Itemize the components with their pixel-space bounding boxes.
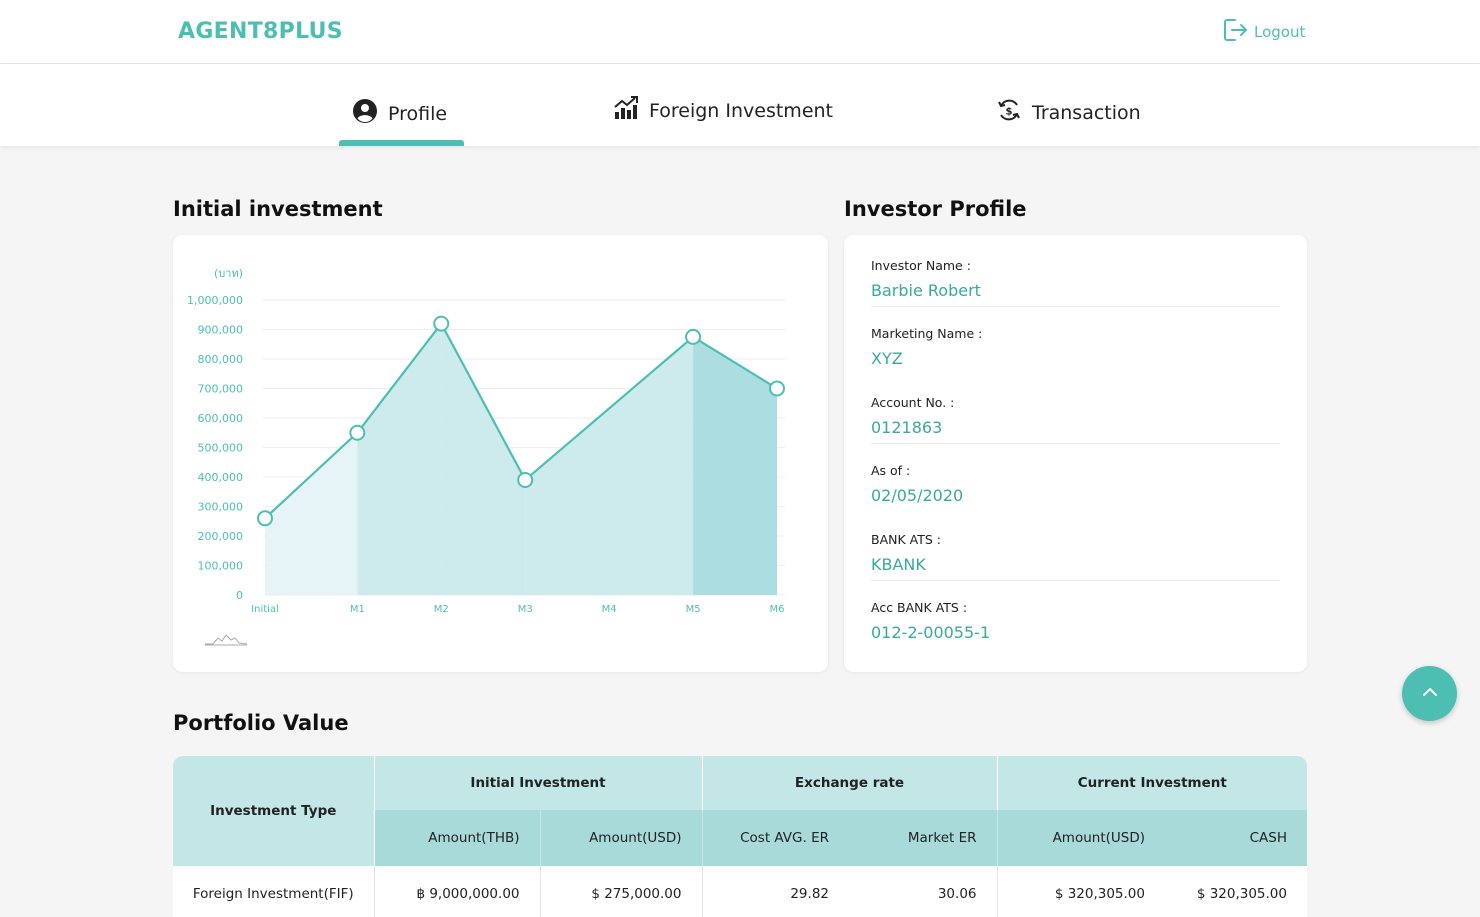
group-header-initial-investment: Initial Investment [373,756,702,810]
y-tick-label: 900,000 [198,324,244,337]
main-tabs: Profile Foreign Investment $ Transaction [0,64,1480,146]
x-tick-label: M5 [686,604,701,615]
column-header-amount-usd: Amount(USD) [539,810,702,866]
cell-cost-avg-er: 29.82 [701,866,849,917]
tab-label: Profile [388,102,448,125]
growth-chart-icon [613,95,639,126]
initial-investment-title: Initial investment [173,197,383,221]
logout-label: Logout [1254,23,1306,41]
field-label: Acc BANK ATS : [871,600,968,615]
tab-transaction[interactable]: $ Transaction [996,97,1141,128]
data-point[interactable] [769,380,785,397]
group-header-current-investment: Current Investment [996,756,1307,810]
profile-field-marketing-name: Marketing Name : XYZ [871,326,1280,374]
brand-logo[interactable]: AGENT8PLUS [178,19,343,44]
field-label: As of : [871,463,911,478]
x-tick-label: M4 [602,604,617,615]
profile-field-acc-bank-ats: Acc BANK ATS : 012-2-00055-1 [871,600,1280,648]
user-circle-icon [352,98,378,129]
field-value: 02/05/2020 [871,486,964,505]
logout-button[interactable]: Logout [1222,17,1305,47]
table-row: Foreign Investment(FIF) ฿ 9,000,000.00 $… [173,866,1307,917]
x-tick-label: Initial [251,604,279,615]
profile-field-account-no: Account No. : 0121863 [871,395,1280,444]
group-header-exchange-rate: Exchange rate [701,756,997,810]
cell-initial-amount-usd: $ 275,000.00 [539,866,702,917]
field-value: 0121863 [871,418,1280,444]
y-tick-label: 400,000 [198,471,244,484]
cell-cash: $ 320,305.00 [1196,886,1287,902]
x-tick-label: M3 [518,604,533,615]
cell-initial-amount-thb: ฿ 9,000,000.00 [373,866,540,917]
scroll-to-top-button[interactable] [1402,666,1457,721]
area-band [265,432,358,595]
y-tick-label: 300,000 [198,501,244,514]
cell-investment-type: Foreign Investment(FIF) [192,886,354,902]
y-tick-label: 500,000 [198,442,244,455]
tab-label: Foreign Investment [649,99,833,122]
column-header-cash: CASH [1165,810,1307,866]
data-point[interactable] [517,471,534,488]
y-tick-label: 0 [236,589,243,602]
portfolio-table: Investment Type Initial Investment Excha… [173,756,1307,917]
field-value: Barbie Robert [871,281,1280,307]
x-tick-label: M1 [350,604,365,615]
tab-profile[interactable]: Profile [352,98,447,129]
series-line [264,321,778,520]
field-value: XYZ [871,349,903,368]
investor-profile-card: Investor Name : Barbie Robert Marketing … [844,235,1307,672]
data-point[interactable] [433,315,450,332]
tab-label: Transaction [1032,101,1141,124]
cell-market-er: 30.06 [937,886,977,902]
tab-foreign-investment[interactable]: Foreign Investment [613,95,833,126]
field-value: 012-2-00055-1 [871,623,991,642]
cell-current-amount-usd: $ 320,305.00 [996,866,1165,917]
column-header-investment-type: Investment Type [173,756,375,866]
field-label: Investor Name : [871,258,971,273]
chart-brush-handle[interactable] [205,634,248,646]
y-tick-label: 600,000 [198,412,244,425]
field-label: Marketing Name : [871,326,983,341]
y-tick-label: 1,000,000 [187,294,243,307]
area-band [525,336,694,595]
initial-investment-chart-card: 0 100,000 200,000 300,000 400,000 500,000 600,… [173,235,828,672]
active-tab-indicator [339,140,464,146]
y-tick-label: 200,000 [198,530,244,543]
y-tick-label: 800,000 [198,353,244,366]
svg-text:$: $ [1006,107,1013,118]
portfolio-value-title: Portfolio Value [173,711,349,735]
table-header-row: Investment Type Initial Investment Excha… [173,756,1307,866]
data-point[interactable] [685,328,702,345]
x-tick-label: M2 [434,604,449,615]
data-point[interactable] [257,510,273,527]
area-band [357,323,442,595]
area-band [441,323,526,595]
y-tick-label: 700,000 [198,383,244,396]
profile-field-bank-ats: BANK ATS : KBANK [871,532,1280,581]
y-axis-unit-label: (บาท) [214,267,243,280]
investor-profile-title: Investor Profile [844,197,1027,221]
area-band [693,336,777,595]
column-header-cost-avg-er: Cost AVG. ER [701,810,849,866]
field-label: BANK ATS : [871,532,941,547]
field-label: Account No. : [871,395,955,410]
x-tick-label: M6 [770,604,785,615]
data-point[interactable] [349,424,366,441]
profile-field-as-of: As of : 02/05/2020 [871,463,1280,511]
column-header-amount-thb: Amount(THB) [374,810,540,866]
chevron-up-icon [1421,683,1439,705]
profile-field-investor-name: Investor Name : Barbie Robert [871,258,1280,307]
table-subheader-row: Amount(THB) Amount(USD) Cost AVG. ER Mar… [173,810,1307,866]
initial-investment-chart: 0 100,000 200,000 300,000 400,000 500,000 600,… [187,267,785,646]
y-tick-label: 100,000 [198,560,244,573]
top-bar: AGENT8PLUS Logout [0,0,1480,64]
column-header-market-er: Market ER [849,810,997,866]
field-value: KBANK [871,555,1280,581]
logout-icon [1222,17,1248,47]
currency-exchange-icon: $ [996,97,1022,128]
column-header-current-amount-usd: Amount(USD) [996,810,1165,866]
